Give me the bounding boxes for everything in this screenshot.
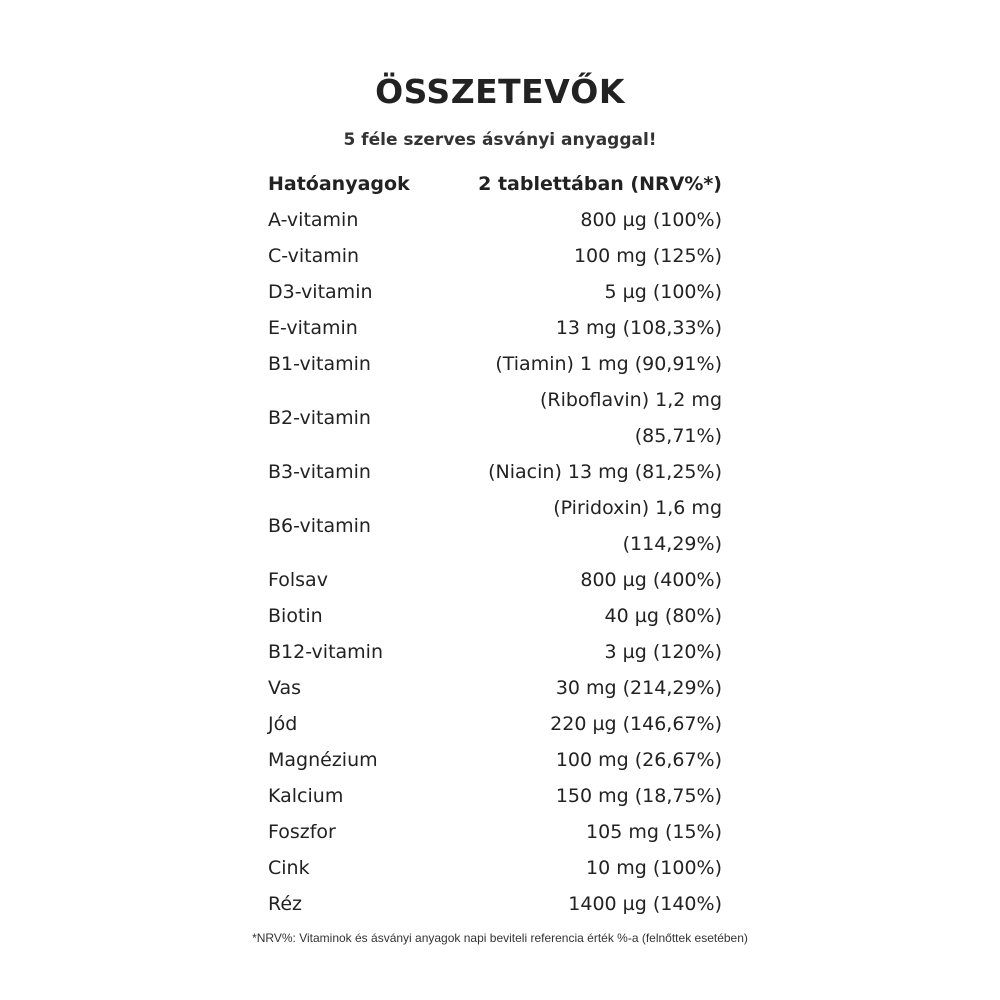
ingredient-amount: 40 µg (80%) — [604, 605, 722, 627]
footnote: *NRV%: Vitaminok és ásványi anyagok napi… — [252, 931, 748, 945]
ingredient-name: A-vitamin — [268, 209, 359, 231]
ingredient-amount: 5 µg (100%) — [604, 281, 722, 303]
ingredient-name: Réz — [268, 893, 303, 915]
ingredient-name: Foszfor — [268, 821, 336, 843]
ingredient-amount: 220 µg (146,67%) — [550, 713, 722, 735]
ingredient-name: D3-vitamin — [268, 281, 373, 303]
ingredient-amount: 100 mg (125%) — [573, 245, 722, 267]
ingredient-name: B12-vitamin — [268, 641, 384, 663]
ingredient-amount: (Piridoxin) 1,6 mg (114,29%) — [553, 497, 722, 555]
table-row: Jód 220 µg (146,67%) — [266, 706, 724, 742]
ingredient-amount: 30 mg (214,29%) — [555, 677, 722, 699]
ingredient-name: B2-vitamin — [268, 407, 371, 429]
table-row: Foszfor 105 mg (15%) — [266, 814, 724, 850]
ingredient-name: E-vitamin — [268, 317, 358, 339]
table-row: B6-vitamin (Piridoxin) 1,6 mg (114,29%) — [266, 490, 724, 562]
ingredient-name: B6-vitamin — [268, 515, 371, 537]
header-ingredient: Hatóanyagok — [268, 173, 410, 195]
ingredient-name: Kalcium — [268, 785, 344, 807]
table-row: A-vitamin 800 µg (100%) — [266, 202, 724, 238]
ingredient-name: B3-vitamin — [268, 461, 371, 483]
ingredient-amount: (Riboflavin) 1,2 mg (85,71%) — [539, 389, 722, 447]
ingredients-table: Hatóanyagok 2 tablettában (NRV%*) A-vita… — [266, 166, 724, 922]
ingredient-amount: 150 mg (18,75%) — [555, 785, 722, 807]
ingredient-amount: (Tiamin) 1 mg (90,91%) — [495, 353, 722, 375]
ingredient-amount: 100 mg (26,67%) — [555, 749, 722, 771]
header-amount: 2 tablettában (NRV%*) — [478, 173, 722, 195]
ingredient-amount: 13 mg (108,33%) — [555, 317, 722, 339]
table-row: B3-vitamin (Niacin) 13 mg (81,25%) — [266, 454, 724, 490]
ingredient-amount: 800 µg (400%) — [580, 569, 722, 591]
ingredient-name: Folsav — [268, 569, 328, 591]
ingredient-name: B1-vitamin — [268, 353, 371, 375]
table-row: D3-vitamin 5 µg (100%) — [266, 274, 724, 310]
table-header-row: Hatóanyagok 2 tablettában (NRV%*) — [266, 166, 724, 202]
ingredient-amount: 10 mg (100%) — [586, 857, 722, 879]
ingredient-name: Cink — [268, 857, 310, 879]
ingredient-name: Magnézium — [268, 749, 378, 771]
ingredient-name: Biotin — [268, 605, 323, 627]
table-row: B2-vitamin (Riboflavin) 1,2 mg (85,71%) — [266, 382, 724, 454]
ingredient-amount: 105 mg (15%) — [586, 821, 722, 843]
ingredient-name: Vas — [268, 677, 302, 699]
table-row: C-vitamin 100 mg (125%) — [266, 238, 724, 274]
table-row: E-vitamin 13 mg (108,33%) — [266, 310, 724, 346]
subtitle: 5 féle szerves ásványi anyaggal! — [343, 130, 657, 150]
table-row: B12-vitamin 3 µg (120%) — [266, 634, 724, 670]
ingredient-amount: 800 µg (100%) — [580, 209, 722, 231]
table-row: Magnézium 100 mg (26,67%) — [266, 742, 724, 778]
page-title: ÖSSZETEVŐK — [375, 72, 625, 111]
ingredient-amount: (Niacin) 13 mg (81,25%) — [488, 461, 722, 483]
table-row: B1-vitamin (Tiamin) 1 mg (90,91%) — [266, 346, 724, 382]
ingredient-name: Jód — [268, 713, 298, 735]
ingredient-amount: 3 µg (120%) — [604, 641, 722, 663]
table-row: Folsav 800 µg (400%) — [266, 562, 724, 598]
table-row: Cink 10 mg (100%) — [266, 850, 724, 886]
table-row: Biotin 40 µg (80%) — [266, 598, 724, 634]
table-row: Réz 1400 µg (140%) — [266, 886, 724, 922]
ingredient-name: C-vitamin — [268, 245, 360, 267]
table-row: Kalcium 150 mg (18,75%) — [266, 778, 724, 814]
table-row: Vas 30 mg (214,29%) — [266, 670, 724, 706]
ingredient-amount: 1400 µg (140%) — [568, 893, 722, 915]
